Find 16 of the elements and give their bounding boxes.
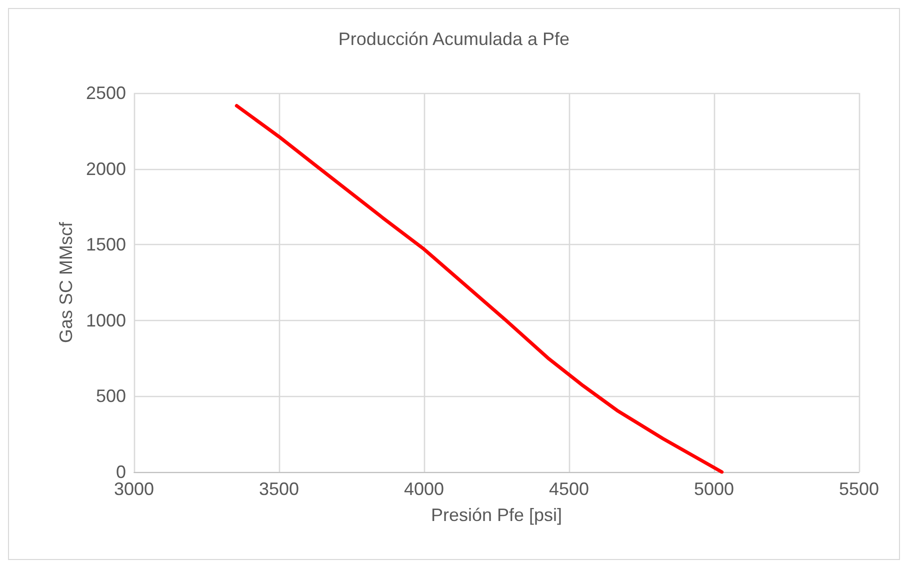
- y-axis-title: Gas SC MMscf: [56, 221, 76, 344]
- x-tick-label: 4500: [548, 479, 590, 499]
- x-tick-label: 5500: [838, 479, 880, 499]
- x-tick-label: 4000: [404, 479, 444, 499]
- y-tick-label: 1000: [86, 310, 126, 330]
- y-tick-label: 0: [116, 462, 126, 482]
- y-tick-label: 1500: [86, 234, 126, 255]
- x-tick-label: 5000: [694, 479, 734, 499]
- y-tick-label: 500: [96, 386, 126, 406]
- y-tick-label: 2000: [86, 158, 126, 179]
- y-tick-label: 2500: [86, 83, 126, 103]
- chart-title: Producción Acumulada a Pfe: [338, 29, 570, 49]
- x-axis-title: Presión Pfe [psi]: [430, 505, 562, 525]
- x-tick-label: 3000: [114, 479, 154, 499]
- line-series: [234, 104, 724, 474]
- x-tick-label: 3500: [258, 479, 300, 499]
